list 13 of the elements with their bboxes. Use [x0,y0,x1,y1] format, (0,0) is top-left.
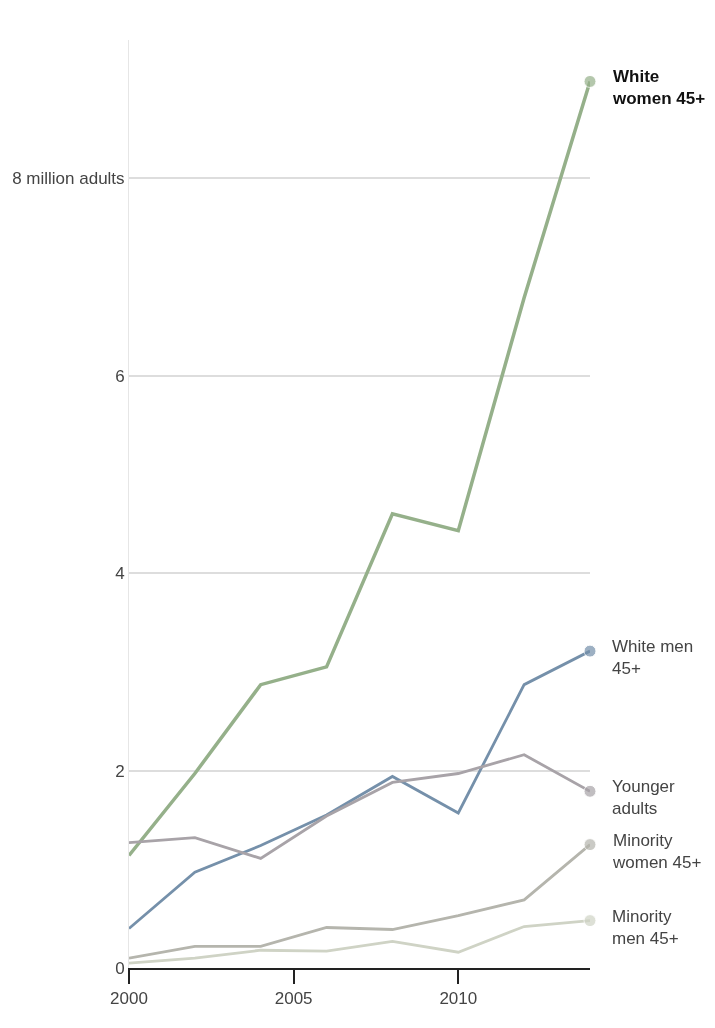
series-label: Minority women 45+ [612,831,702,873]
y-tick-label: 2 [115,761,125,781]
x-tick-label: 2000 [110,989,148,1009]
y-tick-label: 8 million adults [12,169,125,189]
series-label: Younger adults [612,777,676,819]
y-tick-label: 4 [115,564,125,584]
series-label: White men 45+ [612,637,694,679]
y-tick-label: 0 [115,958,125,978]
series-label: White women 45+ [612,67,706,109]
x-tick-label: 2010 [439,989,478,1009]
x-tick-label: 2005 [274,989,313,1009]
y-tick-label: 6 [115,366,125,386]
series-label: Minority men 45+ [612,907,679,949]
